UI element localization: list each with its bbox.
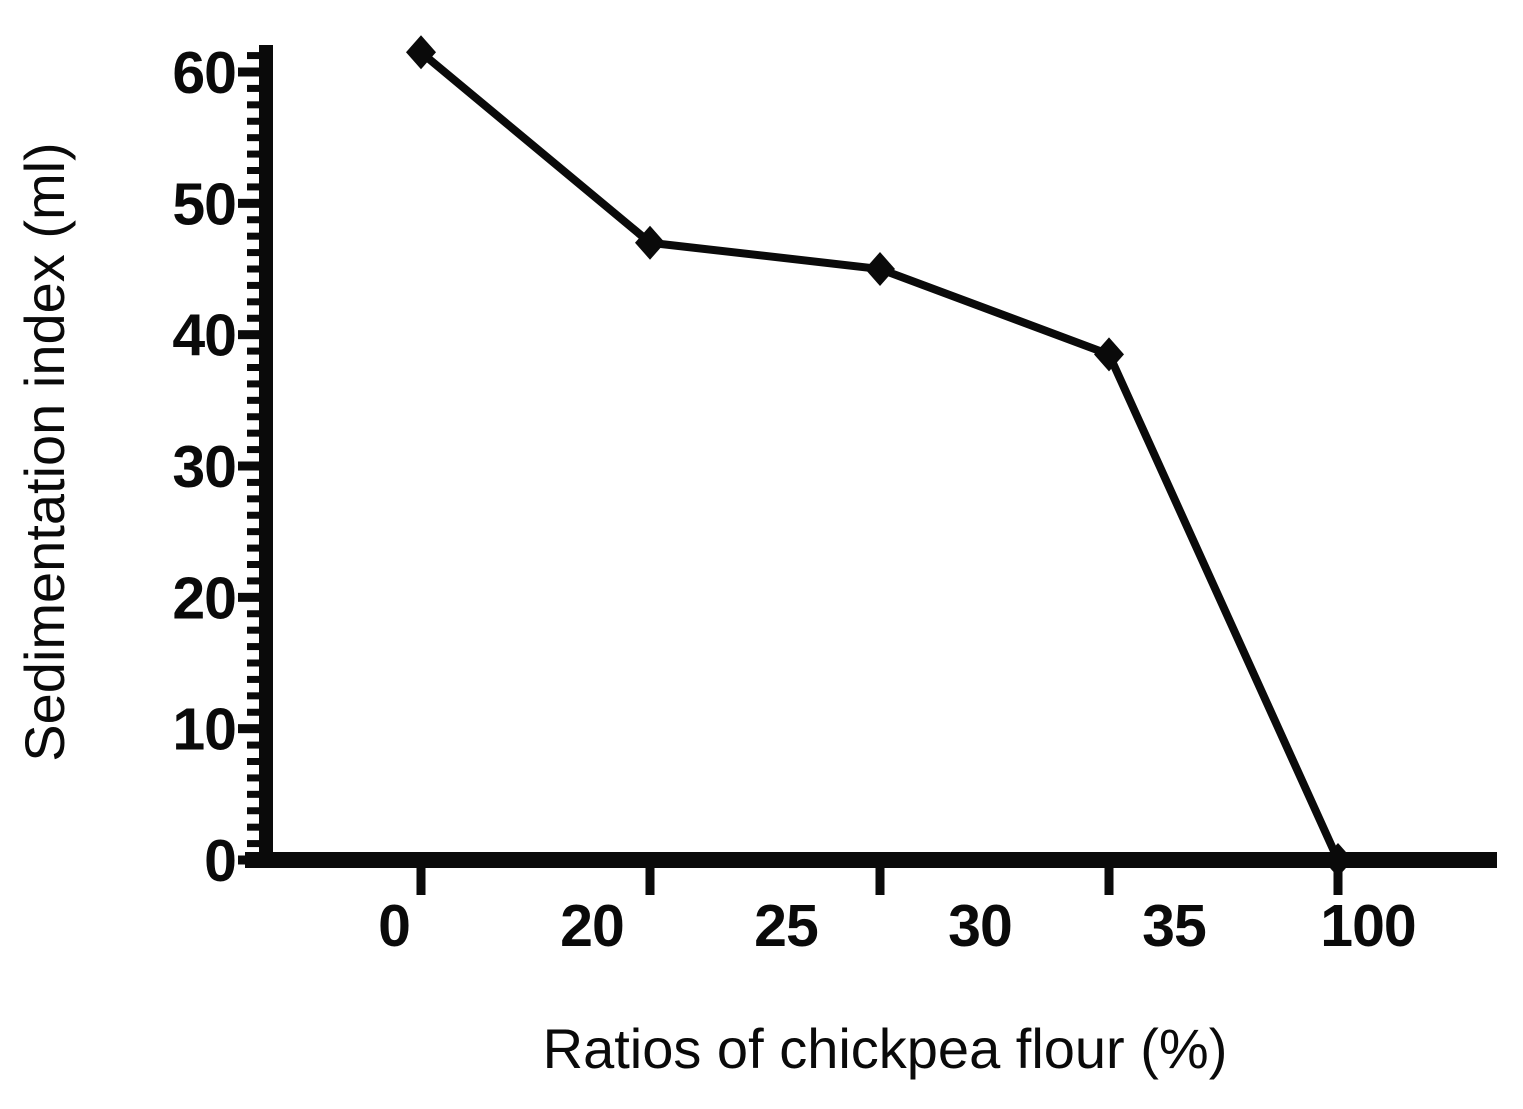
y-minor-tick bbox=[247, 396, 273, 404]
x-axis-spine bbox=[245, 852, 1497, 868]
y-minor-tick bbox=[247, 380, 273, 388]
y-minor-tick bbox=[247, 495, 273, 503]
x-tick bbox=[875, 868, 885, 895]
y-minor-tick bbox=[247, 692, 273, 700]
y-major-tick bbox=[238, 330, 273, 340]
y-minor-tick bbox=[247, 643, 273, 651]
y-minor-tick bbox=[247, 577, 273, 585]
y-minor-tick bbox=[247, 626, 273, 634]
data-point-diamond bbox=[865, 252, 895, 287]
y-major-tick bbox=[238, 724, 273, 734]
y-minor-tick bbox=[247, 84, 273, 92]
y-minor-tick bbox=[247, 675, 273, 683]
data-point-diamond bbox=[1323, 843, 1353, 877]
x-tick-label: 20 bbox=[560, 893, 624, 959]
x-tick bbox=[1333, 868, 1343, 895]
y-minor-tick bbox=[247, 364, 273, 372]
y-tick-label: 30 bbox=[172, 434, 236, 500]
y-minor-tick bbox=[247, 167, 273, 175]
x-tick-label: 30 bbox=[948, 893, 1012, 959]
y-tick-label: 10 bbox=[172, 697, 236, 763]
y-minor-tick bbox=[247, 52, 273, 60]
y-axis-title: Sedimentation index (ml) bbox=[13, 142, 76, 761]
data-point-diamond bbox=[406, 35, 436, 70]
y-minor-tick bbox=[247, 840, 273, 848]
y-minor-tick bbox=[247, 232, 273, 240]
y-minor-tick bbox=[247, 708, 273, 716]
y-minor-tick bbox=[247, 413, 273, 421]
x-tick bbox=[416, 868, 426, 895]
y-minor-tick bbox=[247, 298, 273, 306]
y-tick-label: 0 bbox=[204, 828, 236, 894]
y-minor-tick bbox=[247, 528, 273, 536]
y-minor-tick bbox=[247, 150, 273, 158]
y-minor-tick bbox=[247, 117, 273, 125]
y-tick-label: 60 bbox=[172, 40, 236, 106]
y-minor-tick bbox=[247, 183, 273, 191]
y-minor-tick bbox=[247, 265, 273, 273]
x-tick bbox=[1104, 868, 1114, 895]
data-point-diamond bbox=[1094, 337, 1124, 372]
x-tick-label: 35 bbox=[1142, 893, 1206, 959]
x-axis: 0 20 25 30 35 100 bbox=[245, 852, 1497, 959]
y-tick-label: 40 bbox=[172, 303, 236, 369]
y-minor-tick bbox=[247, 561, 273, 569]
y-minor-tick bbox=[247, 314, 273, 322]
y-tick-label: 50 bbox=[172, 171, 236, 237]
y-minor-tick bbox=[247, 610, 273, 618]
x-tick-label: 25 bbox=[754, 893, 818, 959]
y-minor-tick bbox=[247, 101, 273, 109]
y-tick-label: 20 bbox=[172, 565, 236, 631]
x-axis-title: Ratios of chickpea flour (%) bbox=[543, 1017, 1228, 1080]
series-line bbox=[418, 49, 1342, 862]
y-minor-tick bbox=[247, 429, 273, 437]
y-minor-tick bbox=[247, 659, 273, 667]
y-minor-tick bbox=[247, 446, 273, 454]
y-minor-tick bbox=[247, 544, 273, 552]
y-major-tick bbox=[238, 198, 273, 208]
y-major-tick bbox=[238, 461, 273, 471]
series-line-group bbox=[406, 35, 1353, 877]
y-minor-tick bbox=[247, 347, 273, 355]
y-minor-tick bbox=[247, 478, 273, 486]
y-minor-tick bbox=[247, 249, 273, 257]
y-minor-tick bbox=[247, 774, 273, 782]
y-minor-tick bbox=[247, 216, 273, 224]
y-minor-tick bbox=[247, 758, 273, 766]
y-axis: 0 10 20 30 40 50 60 bbox=[172, 40, 273, 894]
y-minor-tick bbox=[247, 823, 273, 831]
y-minor-tick bbox=[247, 741, 273, 749]
y-minor-tick bbox=[247, 134, 273, 142]
x-tick-label: 0 bbox=[378, 893, 410, 959]
y-major-tick bbox=[238, 592, 273, 602]
y-major-tick bbox=[238, 67, 273, 77]
data-point-diamond bbox=[635, 225, 665, 260]
y-minor-tick bbox=[247, 790, 273, 798]
y-minor-tick bbox=[247, 281, 273, 289]
y-minor-tick bbox=[247, 807, 273, 815]
x-tick-label: 100 bbox=[1320, 893, 1415, 959]
x-tick bbox=[645, 868, 655, 895]
y-minor-tick bbox=[247, 511, 273, 519]
